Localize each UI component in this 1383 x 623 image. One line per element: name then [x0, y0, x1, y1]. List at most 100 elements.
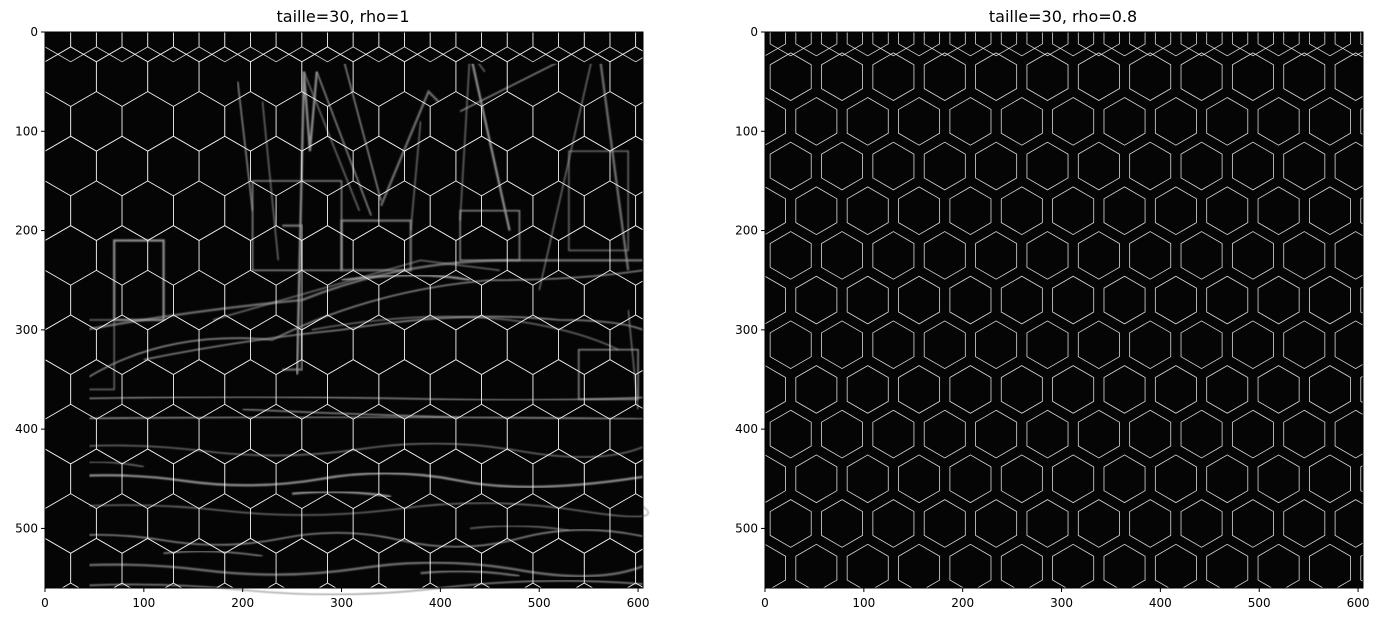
hexagon-grid [45, 2, 712, 588]
hexagon-cell [693, 8, 734, 56]
edge-stroke [343, 63, 382, 201]
hexagon-cell [795, 186, 838, 236]
hexagon-cell [1360, 375, 1363, 404]
hexagon-cell [719, 53, 760, 101]
hexagon-cell [770, 589, 811, 623]
hexagon-cell [61, 582, 81, 588]
x-axis: 0 100 200 300 400 500 600 [761, 588, 1370, 610]
hexagon-cell [975, 320, 1018, 370]
hexagon-cell [661, 494, 712, 554]
hexagon-cell [693, 544, 734, 592]
hexagon-cell [1077, 231, 1120, 280]
hexagon-cell [719, 232, 760, 280]
hexagon-cell [872, 52, 915, 101]
hexagon-cell [923, 499, 966, 548]
hexagon-cell [1231, 499, 1274, 548]
hexagon-cell [1103, 186, 1146, 236]
hexagon-cell [821, 231, 863, 280]
edge-stroke [89, 269, 644, 378]
hexagon-cell [1077, 499, 1120, 548]
edge-stroke [303, 71, 360, 211]
edge-stroke [89, 415, 644, 421]
hexagon-cell [1154, 186, 1197, 236]
edge-stroke [89, 461, 144, 468]
hexagon-cell [976, 589, 1017, 623]
hexagon-cell [795, 32, 838, 57]
hexagon-cell [1309, 32, 1351, 57]
hexagon-cell [1026, 231, 1069, 280]
edge-stroke [568, 150, 629, 252]
hexagon-cell [1334, 141, 1363, 191]
hexagon-cell [1052, 275, 1095, 325]
hexagon-cell [1257, 454, 1300, 504]
hexagon-cell [872, 409, 915, 459]
hexagon-cell [1309, 275, 1351, 325]
hexagon-cell [661, 2, 712, 62]
y-tick-label: 300 [735, 323, 758, 337]
hexagon-cell [1309, 365, 1351, 414]
y-tick-label: 500 [15, 521, 38, 535]
hexagon-cell [1077, 320, 1120, 370]
hexagon-cell [898, 275, 941, 325]
hexagon-cell [404, 32, 457, 63]
edge-stroke [212, 259, 500, 321]
hexagon-cell [1206, 32, 1249, 57]
hexagon-cell [795, 543, 838, 588]
hexagon-cell [1026, 499, 1069, 548]
hexagon-cell [1180, 499, 1223, 548]
edge-stroke [163, 550, 263, 557]
hexagon-cell [769, 231, 812, 280]
hexagon-cell [1000, 275, 1043, 325]
image-area [45, 2, 712, 596]
hexagon-cell [1360, 554, 1363, 582]
hexagon-cell [1103, 275, 1146, 325]
hexagon-cell [661, 404, 712, 464]
hexagon-cell [1181, 589, 1222, 623]
edge-stroke [89, 502, 649, 518]
hexagon-cell [635, 369, 643, 410]
hexagon-cell [635, 280, 643, 320]
hexagon-cell [898, 32, 941, 57]
hexagon-cell [352, 32, 405, 63]
edge-stroke [89, 442, 644, 458]
hexagon-cell [164, 582, 183, 588]
hexagon-cell [635, 191, 643, 231]
hexagon-cell [1026, 141, 1069, 191]
hexagon-cell [975, 231, 1018, 280]
edge-stroke [295, 71, 318, 375]
x-tick-label: 200 [231, 596, 254, 610]
edge-stroke [89, 472, 644, 488]
hexagon-cell [821, 499, 863, 548]
x-tick-label: 100 [852, 596, 875, 610]
hexagon-cell [1129, 320, 1172, 370]
hexagon-cell [949, 543, 992, 588]
edge-stroke [89, 529, 644, 548]
hexagon-cell [1231, 32, 1274, 57]
hexagon-cell [661, 136, 712, 196]
hexagon-cell [1129, 32, 1172, 57]
hexagon-cell [1206, 543, 1249, 588]
hexagon-cell [1257, 275, 1300, 325]
hexagon-cell [635, 101, 643, 141]
hexagon-cell [1284, 589, 1325, 623]
edge-stroke [578, 349, 639, 401]
hexagon-cell [693, 366, 734, 414]
hexagon-cell [1334, 499, 1363, 548]
hexagon-cell [1129, 141, 1172, 191]
hexagon-cell [1077, 32, 1120, 57]
hexagon-cell [1154, 454, 1197, 504]
y-axis: 0 100 200 300 400 500 [735, 25, 765, 535]
y-tick-label: 100 [15, 124, 38, 138]
hexagon-cell [1103, 97, 1146, 146]
hexagon-cell [693, 187, 734, 235]
y-tick-label: 300 [15, 323, 38, 337]
hexagon-cell [795, 454, 838, 504]
hexagon-cell [1231, 320, 1274, 370]
hexagon-cell [872, 231, 915, 280]
hexagon-cell [1052, 186, 1095, 236]
edge-stroke [242, 408, 461, 418]
hexagon-cell [1154, 32, 1197, 57]
x-axis: 0 100 200 300 400 500 600 [41, 588, 650, 610]
hexagon-cell [1309, 543, 1351, 588]
hexagon-cell [250, 32, 303, 63]
